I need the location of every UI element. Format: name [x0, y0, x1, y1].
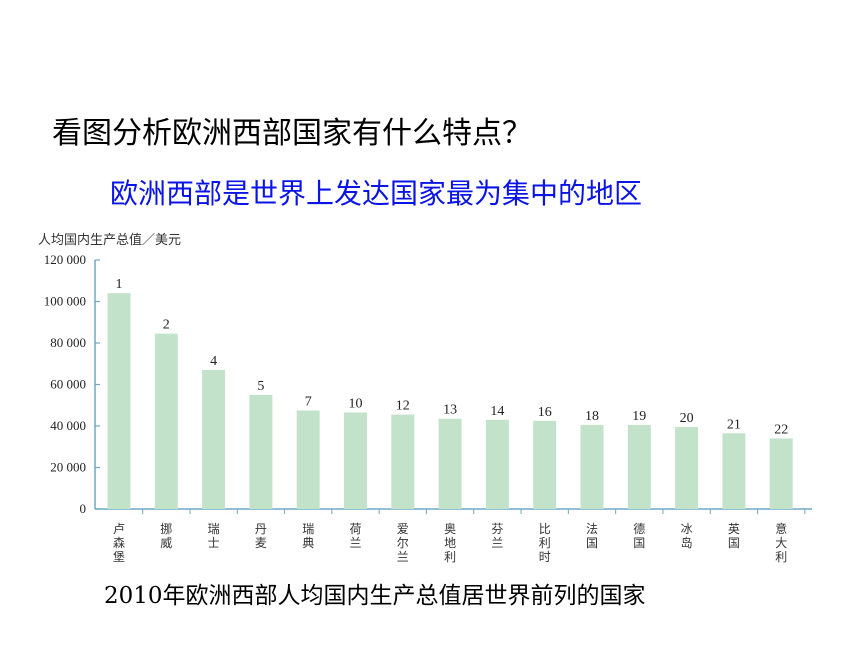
bar: [580, 424, 604, 509]
y-tick-label: 0: [80, 501, 87, 516]
bar: [296, 410, 320, 509]
bar: [202, 369, 226, 509]
bar-rank-label: 21: [727, 417, 741, 432]
x-category-label: 奥地利: [444, 522, 456, 564]
y-tick-label: 60 000: [50, 377, 86, 392]
y-tick-label: 20 000: [50, 460, 86, 475]
bar: [675, 427, 699, 509]
slide-answer: 欧洲西部是世界上发达国家最为集中的地区: [110, 177, 643, 210]
x-category-label: 法国: [586, 522, 598, 550]
bar-rank-label: 13: [443, 403, 457, 418]
x-category-label: 芬兰: [491, 522, 503, 550]
bar-rank-label: 18: [585, 409, 599, 424]
bar-rank-label: 5: [257, 379, 264, 394]
bar-rank-label: 2: [163, 318, 170, 333]
y-tick-label: 40 000: [50, 418, 86, 433]
bar-rank-label: 20: [680, 411, 694, 426]
bar: [154, 333, 178, 509]
y-axis-label: 人均国内生产总值／美元: [38, 233, 182, 248]
bar-rank-label: 7: [305, 394, 312, 409]
chart-bars: 1 卢森堡 2 挪威 4 瑞士 5 丹麦 7 瑞典 10 荷兰 12 爱尔兰 13 奥地利 14 芬兰 16 比利时 1…: [107, 277, 793, 564]
x-category-label: 瑞典: [302, 522, 314, 550]
x-category-label: 冰岛: [681, 522, 693, 550]
bar-rank-label: 19: [632, 409, 646, 424]
bar: [722, 433, 746, 509]
y-tick-label: 120 000: [44, 252, 86, 267]
bar-rank-label: 22: [774, 422, 788, 437]
x-category-label: 荷兰: [349, 522, 361, 550]
chart-title: 2010年欧洲西部人均国内生产总值居世界前列的国家: [104, 583, 646, 609]
bar: [391, 414, 415, 509]
y-tick-label: 80 000: [50, 335, 86, 350]
bar-rank-label: 12: [396, 399, 410, 414]
x-category-label: 卢森堡: [113, 521, 125, 564]
x-category-label: 德国: [633, 521, 645, 550]
bar: [249, 394, 273, 509]
bar-rank-label: 10: [349, 397, 363, 412]
x-category-label: 挪威: [160, 522, 172, 550]
bar: [533, 420, 557, 509]
bar-rank-label: 1: [116, 277, 123, 292]
bar: [438, 418, 462, 509]
x-category-label: 比利时: [539, 522, 551, 564]
y-tick-label: 100 000: [44, 294, 86, 309]
bar-rank-label: 16: [538, 405, 552, 420]
bar: [627, 424, 651, 509]
bar: [485, 419, 509, 509]
x-category-label: 爱尔兰: [397, 522, 409, 564]
bar-rank-label: 14: [490, 404, 504, 419]
bar: [107, 293, 131, 509]
x-category-label: 英国: [728, 522, 740, 550]
bar: [769, 438, 793, 509]
bar-rank-label: 4: [210, 354, 217, 369]
x-category-label: 丹麦: [255, 522, 267, 550]
x-category-label: 意大利: [775, 521, 787, 564]
x-category-label: 瑞士: [208, 522, 220, 550]
slide-question: 看图分析欧洲西部国家有什么特点？: [52, 116, 532, 151]
bar: [344, 412, 367, 509]
